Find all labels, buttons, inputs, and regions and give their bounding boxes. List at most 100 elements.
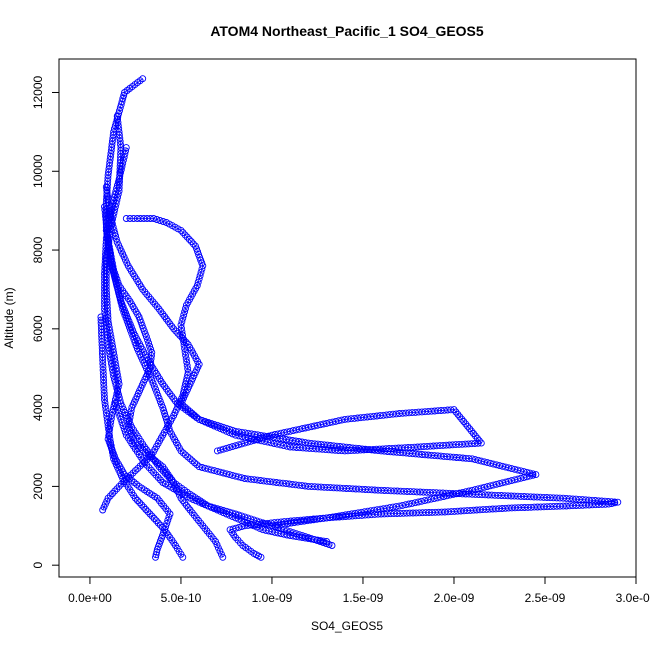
data-point: [389, 503, 397, 511]
data-point: [280, 442, 288, 450]
data-point: [204, 502, 212, 510]
data-point: [101, 257, 109, 265]
data-point: [120, 153, 128, 161]
data-point: [575, 495, 583, 503]
data-point: [99, 370, 107, 377]
data-point: [111, 191, 119, 198]
data-point: [140, 503, 148, 511]
x-tick-label: 1.0e-09: [252, 591, 293, 605]
data-point: [117, 169, 124, 177]
data-point: [115, 110, 123, 118]
data-point: [126, 215, 134, 222]
data-point: [195, 463, 203, 471]
data-point: [112, 278, 120, 286]
data-point: [180, 311, 188, 319]
x-tick-label: 1.5e-09: [343, 591, 384, 605]
data-point: [267, 439, 275, 447]
data-point: [399, 501, 406, 509]
data-point: [155, 305, 163, 313]
data-point: [103, 325, 110, 332]
data-point: [162, 219, 170, 226]
data-point: [259, 526, 267, 534]
data-point: [419, 488, 427, 496]
data-point: [105, 347, 113, 355]
data-point: [144, 508, 152, 516]
data-point: [192, 242, 199, 250]
data-point: [216, 468, 224, 476]
data-point: [136, 499, 144, 507]
data-point: [164, 516, 172, 524]
data-point: [119, 159, 127, 167]
data-point: [285, 480, 293, 488]
data-point: [101, 399, 109, 407]
data-point: [151, 300, 159, 308]
data-point: [100, 383, 108, 391]
data-point: [102, 241, 110, 249]
data-point: [261, 437, 268, 445]
data-point: [335, 512, 343, 520]
data-point: [488, 491, 496, 499]
data-point: [184, 453, 192, 461]
data-point: [183, 233, 191, 241]
data-point: [152, 517, 160, 525]
data-point: [110, 272, 118, 279]
data-point: [178, 324, 185, 332]
data-point: [303, 517, 311, 525]
data-point: [174, 329, 182, 337]
data-point: [102, 234, 110, 242]
data-point: [178, 328, 186, 336]
data-point: [282, 480, 290, 488]
data-point: [397, 487, 405, 495]
data-point: [103, 415, 111, 423]
data-point: [207, 466, 215, 474]
data-point: [284, 520, 292, 527]
data-point: [155, 394, 163, 402]
data-point: [120, 425, 128, 433]
data-point: [106, 215, 114, 223]
data-point: [115, 394, 123, 401]
data-point: [111, 378, 119, 386]
data-series: [111, 400, 331, 545]
data-point: [179, 449, 187, 457]
data-point: [116, 294, 124, 302]
data-point: [107, 336, 115, 344]
data-point: [108, 445, 116, 453]
data-point: [341, 415, 349, 423]
data-point: [113, 281, 121, 289]
data-point: [238, 433, 246, 441]
data-point: [459, 488, 467, 496]
data-point: [350, 414, 358, 422]
data-point: [304, 482, 312, 490]
data-point: [178, 318, 186, 326]
data-point: [400, 487, 408, 495]
data-point: [101, 209, 109, 217]
data-point: [130, 329, 138, 337]
data-point: [182, 451, 189, 459]
data-point: [250, 522, 258, 530]
data-point: [527, 493, 535, 501]
data-point: [111, 487, 119, 495]
data-point: [160, 407, 168, 415]
data-point: [117, 101, 125, 109]
data-point: [112, 187, 120, 195]
data-point: [294, 518, 302, 526]
data-point: [112, 235, 120, 243]
data-point: [111, 229, 119, 237]
data-point: [103, 331, 111, 339]
data-point: [110, 375, 118, 383]
data-series: [99, 215, 207, 514]
data-point: [390, 487, 398, 495]
data-point: [150, 382, 158, 390]
data-point: [109, 265, 117, 273]
data-point: [440, 493, 448, 500]
data-point: [357, 414, 365, 422]
data-point: [193, 461, 201, 469]
data-point: [604, 498, 612, 505]
data-point: [297, 518, 305, 526]
data-point: [250, 476, 258, 484]
data-point: [112, 232, 120, 240]
data-point: [102, 406, 110, 414]
data-point: [154, 474, 162, 481]
data-point: [156, 217, 164, 224]
data-point: [392, 410, 400, 418]
